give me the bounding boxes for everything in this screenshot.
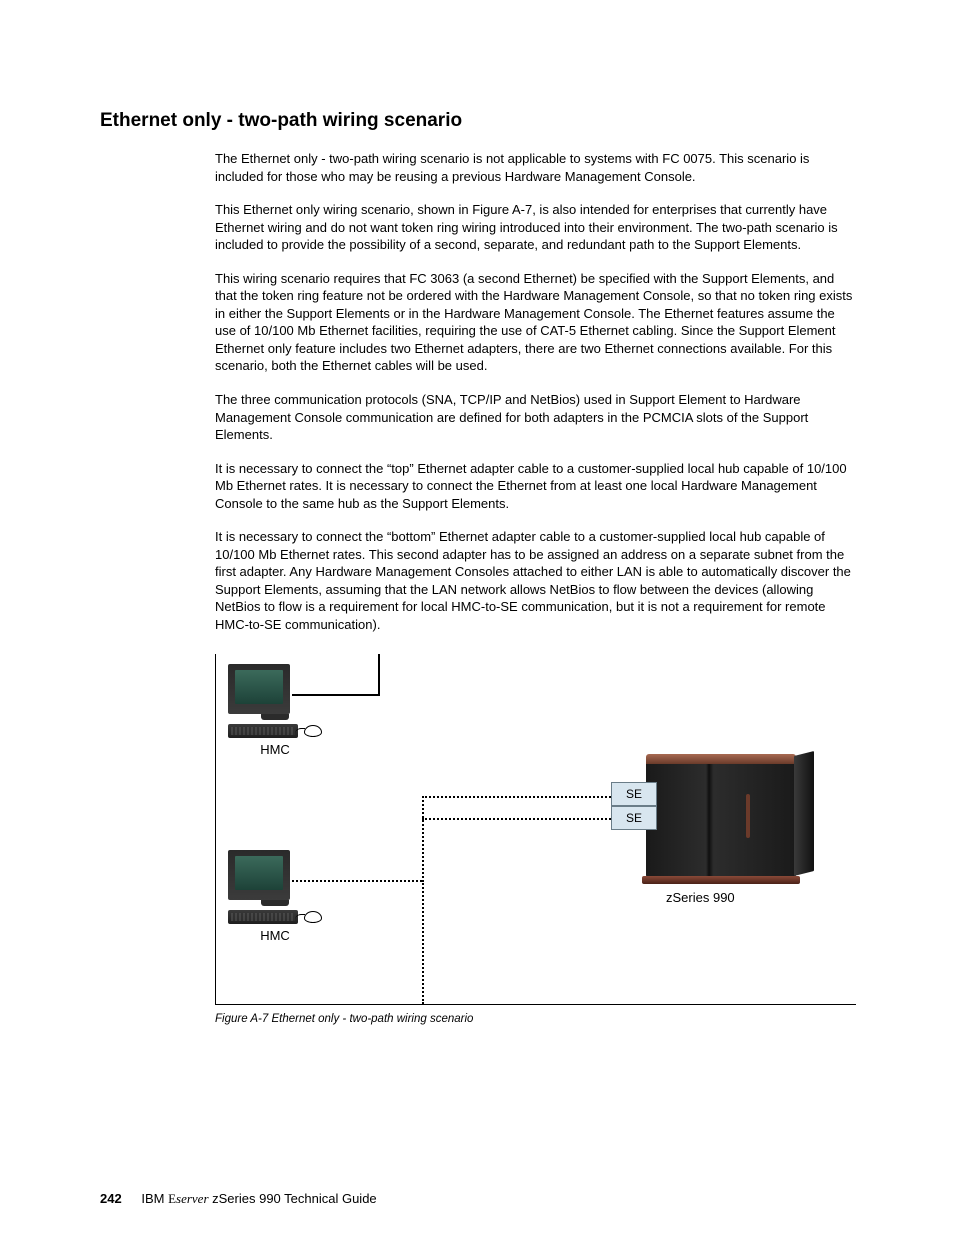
hmc-bottom-icon: HMC (228, 850, 322, 943)
footer-brand-server: server (176, 1191, 209, 1206)
mouse-icon (304, 725, 322, 737)
monitor-icon (228, 664, 290, 714)
wire-dotted (422, 818, 611, 820)
paragraph: It is necessary to connect the “top” Eth… (215, 460, 854, 513)
monitor-stand-icon (261, 714, 289, 720)
wire-dotted (292, 880, 422, 882)
monitor-stand-icon (261, 900, 289, 906)
paragraph: It is necessary to connect the “bottom” … (215, 528, 854, 633)
body-block: The Ethernet only - two-path wiring scen… (215, 150, 854, 634)
page-footer: 242 IBM Eserver zSeries 990 Technical Gu… (100, 1191, 377, 1207)
mouse-icon (304, 911, 322, 923)
keyboard-icon (228, 910, 298, 924)
page-number: 242 (100, 1191, 122, 1206)
se-box-2: SE (611, 806, 657, 830)
wire-dotted (422, 880, 424, 1004)
se-box-1: SE (611, 782, 657, 806)
wire-dotted (422, 796, 424, 882)
paragraph: The three communication protocols (SNA, … (215, 391, 854, 444)
footer-title: zSeries 990 Technical Guide (209, 1191, 377, 1206)
paragraph: This Ethernet only wiring scenario, show… (215, 201, 854, 254)
wire-solid (292, 694, 380, 696)
paragraph: This wiring scenario requires that FC 30… (215, 270, 854, 375)
figure-caption: Figure A-7 Ethernet only - two-path wiri… (215, 1013, 854, 1025)
hmc-label: HMC (228, 742, 322, 757)
server-label: zSeries 990 (666, 890, 735, 905)
footer-brand-eserver: Eserver (168, 1191, 208, 1206)
keyboard-icon (228, 724, 298, 738)
figure-a7: HMC HMC SE SE zSeries 990 (215, 654, 856, 1005)
zseries-server-icon (646, 754, 816, 882)
footer-brand-e: E (168, 1191, 176, 1206)
paragraph: The Ethernet only - two-path wiring scen… (215, 150, 854, 185)
hmc-top-icon: HMC (228, 664, 322, 757)
wire-solid (378, 654, 380, 696)
footer-brand-ibm: IBM (141, 1191, 168, 1206)
hmc-label: HMC (228, 928, 322, 943)
wire-dotted (422, 796, 611, 798)
monitor-icon (228, 850, 290, 900)
section-heading: Ethernet only - two-path wiring scenario (100, 110, 854, 132)
